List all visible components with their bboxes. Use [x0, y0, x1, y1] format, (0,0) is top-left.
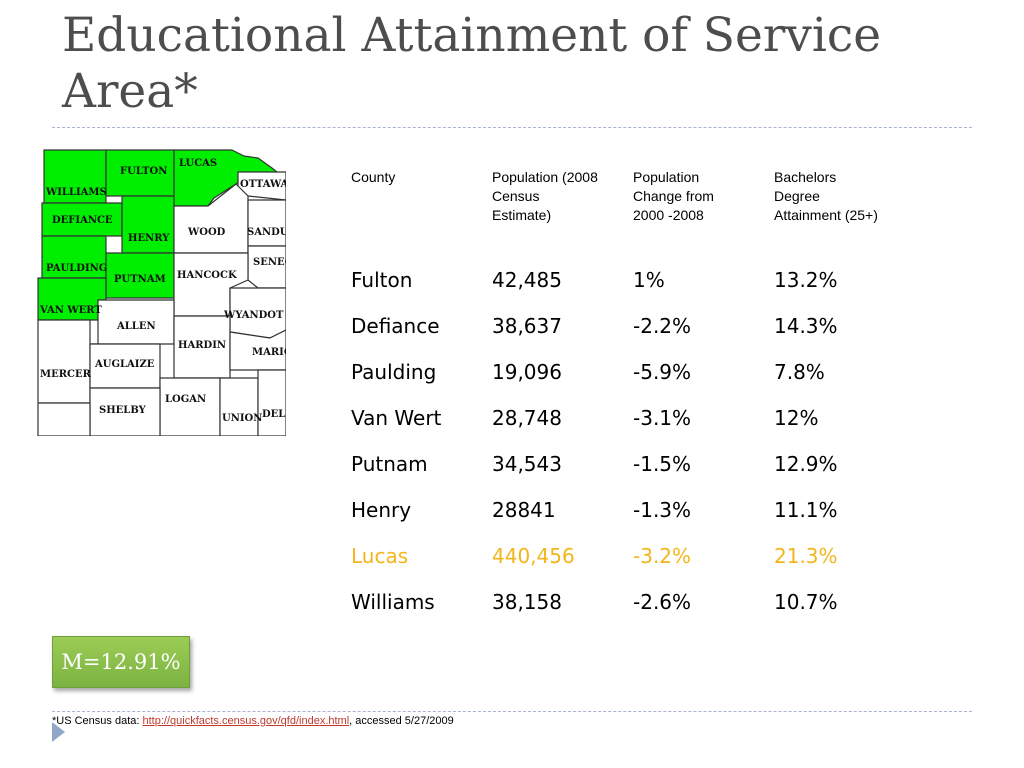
cell-bachelors: 7.8%	[774, 360, 825, 384]
cell-population: 38,158	[492, 590, 562, 614]
map-label-delaware: DEL	[262, 409, 285, 420]
county-logan	[159, 377, 221, 436]
cell-change: -1.3%	[633, 498, 692, 522]
map-label-henry: HENRY	[128, 233, 170, 244]
page-title: Educational Attainment of Service Area*	[62, 8, 882, 119]
map-label-wyandot: WYANDOT	[223, 310, 284, 321]
triangle-bullet-icon	[52, 722, 65, 742]
cell-population: 19,096	[492, 360, 562, 384]
header-county: County	[351, 169, 396, 185]
map-label-paulding: PAULDING	[46, 263, 107, 274]
cell-bachelors: 12.9%	[774, 452, 838, 476]
cell-county: Lucas	[351, 544, 409, 568]
county-delaware	[257, 369, 286, 436]
map-label-williams: WILLIAMS	[45, 187, 107, 198]
map-label-wood: WOOD	[187, 227, 226, 238]
county-sandusky	[247, 199, 286, 247]
county-map: FULTON LUCAS WILLIAMS DEFIANCE HENRY PAU…	[36, 148, 286, 436]
cell-county: Williams	[351, 590, 435, 614]
cell-population: 28841	[492, 498, 556, 522]
header-population-change: Population Change from 2000 -2008	[633, 169, 714, 223]
cell-change: -3.1%	[633, 406, 692, 430]
map-label-putnam: PUTNAM	[114, 274, 166, 285]
map-label-seneca: SENEC	[253, 257, 286, 268]
map-label-fulton: FULTON	[120, 166, 167, 177]
cell-county: Putnam	[351, 452, 428, 476]
county-henry	[121, 195, 175, 254]
cell-population: 42,485	[492, 268, 562, 292]
map-label-marion: MARIO	[252, 347, 286, 358]
county-union	[219, 377, 259, 436]
county-marion	[229, 329, 286, 371]
cell-population: 38,637	[492, 314, 562, 338]
cell-county: Defiance	[351, 314, 440, 338]
footnote-prefix: *US Census data:	[52, 715, 143, 727]
cell-population: 34,543	[492, 452, 562, 476]
map-label-ottawa: OTTAWA	[240, 179, 286, 190]
map-label-hancock: HANCOCK	[177, 270, 237, 281]
title-divider	[52, 127, 972, 128]
map-label-defiance: DEFIANCE	[52, 215, 113, 226]
cell-bachelors: 12%	[774, 406, 819, 430]
map-label-mercer: MERCER	[40, 369, 92, 380]
header-bachelors: Bachelors Degree Attainment (25+)	[774, 169, 878, 223]
cell-change: -2.2%	[633, 314, 692, 338]
cell-population: 28,748	[492, 406, 562, 430]
cell-bachelors: 13.2%	[774, 268, 838, 292]
cell-population: 440,456	[492, 544, 575, 568]
county-mercer	[37, 319, 99, 404]
cell-change: -1.5%	[633, 452, 692, 476]
cell-county: Fulton	[351, 268, 413, 292]
cell-county: Van Wert	[351, 406, 442, 430]
map-label-allen: ALLEN	[116, 321, 156, 332]
map-label-van-wert: VAN WERT	[39, 305, 102, 316]
cell-change: -2.6%	[633, 590, 692, 614]
map-label-shelby: SHELBY	[99, 405, 147, 416]
cell-county: Henry	[351, 498, 412, 522]
cell-bachelors: 10.7%	[774, 590, 838, 614]
mean-badge: M=12.91%	[52, 636, 190, 688]
cell-bachelors: 11.1%	[774, 498, 838, 522]
cell-change: 1%	[633, 268, 665, 292]
map-label-union: UNION	[222, 413, 262, 424]
county-darke	[37, 402, 91, 436]
header-population: Population (2008 Census Estimate)	[492, 169, 598, 223]
census-link[interactable]: http://quickfacts.census.gov/qfd/index.h…	[142, 715, 350, 727]
cell-bachelors: 21.3%	[774, 544, 838, 568]
cell-change: -3.2%	[633, 544, 692, 568]
map-label-auglaize: AUGLAIZE	[94, 359, 155, 370]
cell-county: Paulding	[351, 360, 437, 384]
map-label-hardin: HARDIN	[178, 340, 226, 351]
footnote: *US Census data: http://quickfacts.censu…	[52, 715, 454, 727]
map-label-logan: LOGAN	[165, 394, 206, 405]
footnote-suffix: , accessed 5/27/2009	[349, 715, 454, 727]
footer-divider	[52, 711, 972, 712]
cell-bachelors: 14.3%	[774, 314, 838, 338]
cell-change: -5.9%	[633, 360, 692, 384]
map-label-lucas: LUCAS	[179, 158, 217, 169]
